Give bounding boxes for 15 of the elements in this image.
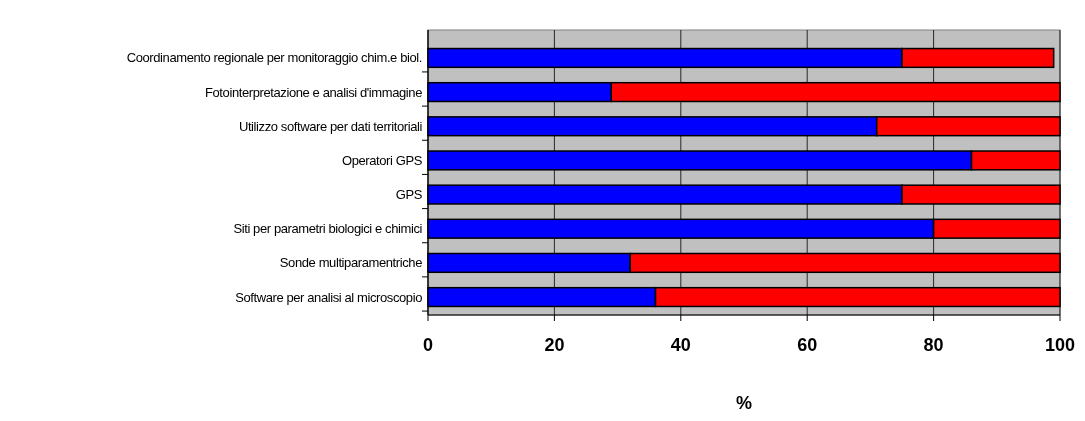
y-tick-label: Software per analisi al microscopio [235, 289, 423, 305]
x-tick-label: 60 [797, 335, 818, 355]
x-tick-label: 100 [1044, 335, 1076, 355]
x-axis-title: % [735, 393, 753, 413]
x-tick-label: 0 [422, 335, 434, 355]
y-tick-label: Sonde multiparamentriche [279, 255, 423, 271]
y-tick-label: Siti per parametri biologici e chimici [233, 221, 423, 237]
y-tick-label: Operatori GPS [341, 152, 423, 168]
y-tick-label: Fotointerpretazione e analisi d'immagine [205, 84, 423, 100]
x-tick-label: 40 [670, 335, 691, 355]
x-tick-label: 80 [923, 335, 944, 355]
y-tick-label: GPS [395, 187, 423, 203]
y-tick-label: Utilizzo software per dati territoriali [238, 118, 423, 134]
x-tick-label: 20 [544, 335, 565, 355]
y-tick-label: Coordinamento regionale per monitoraggio chim.e biol. [126, 50, 422, 66]
